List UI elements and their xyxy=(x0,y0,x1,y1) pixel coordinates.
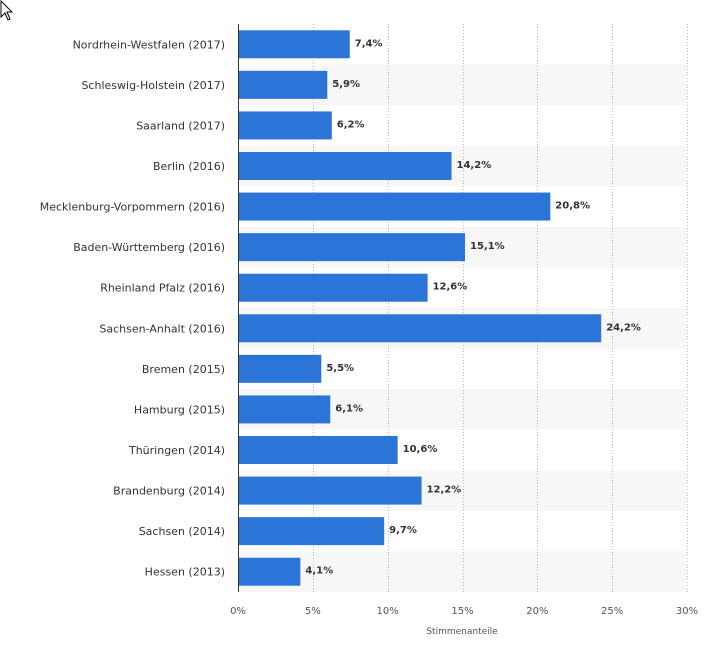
bar[interactable] xyxy=(239,152,452,180)
category-label: Berlin (2016) xyxy=(153,160,225,173)
category-label: Hamburg (2015) xyxy=(134,403,225,416)
category-label: Saarland (2017) xyxy=(136,119,225,132)
x-tick-label: 10% xyxy=(377,606,399,617)
data-label: 5,5% xyxy=(326,363,354,374)
bar[interactable] xyxy=(239,557,301,586)
category-label: Mecklenburg-Vorpommern (2016) xyxy=(40,201,225,214)
category-labels: Nordrhein-Westfalen (2017) Schleswig-Hols… xyxy=(40,38,225,578)
bar[interactable] xyxy=(239,192,551,221)
data-label: 12,2% xyxy=(427,485,462,496)
data-label: 6,2% xyxy=(337,119,365,130)
data-label: 9,7% xyxy=(389,525,417,536)
x-tick-labels: 0% 5% 10% 15% 20% 25% 30% xyxy=(230,606,698,617)
bar[interactable] xyxy=(239,70,328,99)
bar[interactable] xyxy=(239,395,331,424)
category-label: Schleswig-Holstein (2017) xyxy=(81,79,225,92)
x-tick-label: 20% xyxy=(526,606,548,617)
data-label: 24,2% xyxy=(606,322,641,333)
category-label: Nordrhein-Westfalen (2017) xyxy=(73,38,225,51)
x-axis-title: Stimmenanteile xyxy=(426,627,498,637)
x-tick-label: 5% xyxy=(305,606,321,617)
data-label: 15,1% xyxy=(470,241,505,252)
value-labels: 7,4% 5,9% 6,2% 14,2% 20,8% 15,1% 12,6% 24,2% 5,5… xyxy=(305,38,641,576)
x-tick-label: 30% xyxy=(676,606,698,617)
data-label: 6,1% xyxy=(335,403,363,414)
bar[interactable] xyxy=(239,30,350,59)
category-label: Sachsen-Anhalt (2016) xyxy=(99,322,225,335)
category-label: Sachsen (2014) xyxy=(139,525,225,538)
bar[interactable] xyxy=(239,314,602,343)
bar[interactable] xyxy=(239,273,428,302)
bar[interactable] xyxy=(239,517,385,546)
bar[interactable] xyxy=(239,111,332,140)
category-label: Hessen (2013) xyxy=(145,566,225,579)
data-label: 7,4% xyxy=(355,38,383,49)
x-tick-label: 0% xyxy=(230,606,246,617)
data-label: 12,6% xyxy=(433,282,468,293)
category-label: Rheinland Pfalz (2016) xyxy=(100,282,225,295)
bar[interactable] xyxy=(239,354,322,383)
category-label: Baden-Württemberg (2016) xyxy=(73,241,225,254)
mouse-cursor-icon xyxy=(0,0,14,21)
bar[interactable] xyxy=(239,436,398,464)
data-label: 4,1% xyxy=(305,566,333,577)
category-label: Brandenburg (2014) xyxy=(113,485,225,498)
bars xyxy=(239,30,602,586)
x-tick-label: 25% xyxy=(601,606,623,617)
bar[interactable] xyxy=(239,476,422,505)
category-label: Thüringen (2014) xyxy=(128,444,225,457)
data-label: 20,8% xyxy=(555,201,590,212)
data-label: 5,9% xyxy=(332,79,360,90)
category-label: Bremen (2015) xyxy=(142,363,225,376)
bar[interactable] xyxy=(239,233,465,262)
data-label: 10,6% xyxy=(403,444,438,455)
data-label: 14,2% xyxy=(457,160,492,171)
x-tick-label: 15% xyxy=(451,606,473,617)
